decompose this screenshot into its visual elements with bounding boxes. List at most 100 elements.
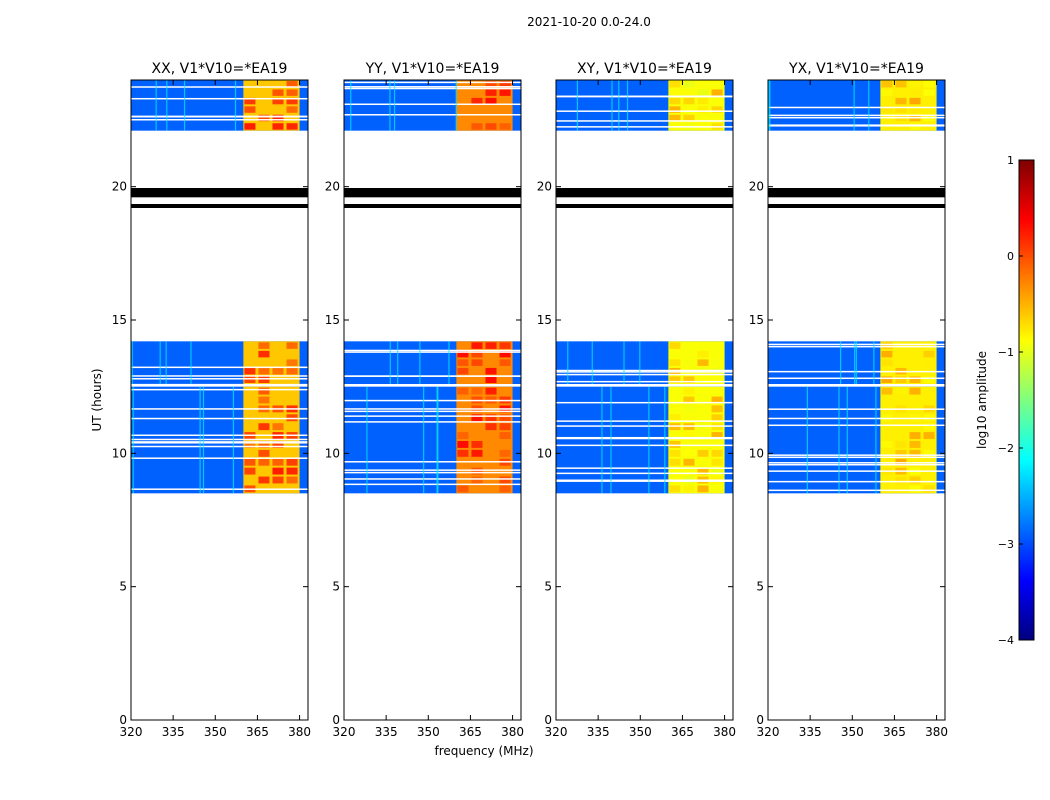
band-cell — [258, 396, 270, 404]
band-cell — [485, 367, 497, 375]
colorbar-ticks: 1 0 −1 −2 −3 −4 — [998, 154, 1023, 647]
rfi-stripe — [591, 341, 593, 384]
band-cell — [499, 359, 511, 366]
band-cell — [881, 376, 893, 383]
band-cell — [244, 376, 256, 383]
band-cell — [258, 367, 270, 375]
band-cell — [683, 387, 695, 395]
band-cell — [499, 81, 511, 88]
band-cell — [923, 350, 935, 358]
flag-line — [344, 114, 521, 116]
flag-line — [131, 417, 308, 420]
bright-band — [456, 80, 513, 131]
colorbar-tick-label: −2 — [998, 442, 1014, 455]
rfi-stripe — [436, 386, 438, 494]
x-tick-label: 320 — [757, 725, 780, 739]
band-cell — [471, 387, 483, 395]
panel-xy: XY, V1*V10=*EA19 320 335 350 365 380 0 5 10 15 20 — [537, 61, 736, 739]
band-cell — [669, 106, 681, 113]
rfi-stripe — [190, 341, 192, 384]
band-cell — [485, 376, 497, 383]
x-tick-label: 320 — [120, 725, 143, 739]
rfi-stripe — [639, 341, 641, 384]
band-cell — [258, 423, 270, 431]
colorbar-tick-label: 1 — [1007, 154, 1014, 167]
rfi-stripe — [389, 80, 391, 131]
band-cell — [272, 467, 284, 475]
x-tick-label: 365 — [459, 725, 482, 739]
rfi-stripe — [166, 80, 168, 131]
band-cell — [923, 449, 935, 457]
band-cell — [711, 467, 723, 475]
band-cell — [286, 458, 298, 466]
band-cell — [485, 97, 497, 105]
rfi-stripe — [626, 80, 629, 131]
band-cell — [669, 359, 681, 366]
band-cell — [909, 449, 921, 457]
band-cell — [669, 89, 681, 96]
band-cell — [286, 97, 298, 105]
band-cell — [258, 350, 270, 358]
colorbar-gradient — [1018, 159, 1035, 641]
y-tick-label: 5 — [756, 580, 764, 594]
flag-line — [556, 436, 733, 439]
panel-frame — [130, 79, 309, 721]
band-cell — [258, 376, 270, 383]
band-cell — [669, 342, 681, 349]
band-cell — [697, 449, 709, 457]
band-cell — [471, 449, 483, 457]
rfi-stripe — [868, 80, 870, 131]
flag-line — [768, 114, 945, 117]
band-cell — [244, 367, 256, 375]
y-tick-label: 10 — [325, 446, 340, 460]
flag-line — [768, 463, 945, 466]
rfi-stripe — [601, 386, 603, 494]
band-cell — [272, 114, 284, 122]
band-cell — [909, 89, 921, 96]
flag-line — [131, 438, 308, 441]
flag-line — [556, 420, 733, 422]
y-tick-label: 0 — [119, 713, 127, 727]
band-cell — [272, 423, 284, 431]
band-cell — [286, 89, 298, 96]
band-cell — [286, 359, 298, 366]
band-cell — [895, 441, 907, 448]
band-cell — [669, 97, 681, 105]
panel-yy: YY, V1*V10=*EA19 320 335 350 365 380 0 5 10 15 20 — [325, 61, 524, 739]
band-cell — [697, 106, 709, 113]
y-tick-label: 15 — [112, 313, 127, 327]
band-cell — [499, 449, 511, 457]
flag-line — [556, 425, 733, 427]
y-tick-label: 0 — [544, 713, 552, 727]
rfi-stripe — [437, 386, 439, 494]
flag-line — [344, 421, 521, 423]
rfi-stripe — [419, 341, 421, 384]
rfi-stripe — [623, 341, 625, 384]
flagged-band — [768, 188, 945, 198]
flag-line — [556, 110, 733, 112]
band-cell — [881, 387, 893, 395]
band-cell — [499, 414, 511, 422]
panel-xx: XX, V1*V10=*EA19 320 335 350 365 380 0 5 10 15 20 — [112, 61, 311, 739]
flagged-band — [556, 188, 733, 198]
bright-band — [456, 386, 513, 494]
band-cell — [669, 414, 681, 422]
band-cell — [909, 441, 921, 448]
band-cell — [711, 359, 723, 366]
flag-line — [344, 375, 521, 377]
flag-line — [556, 380, 733, 383]
rfi-stripe — [648, 386, 650, 494]
y-tick-label: 5 — [544, 580, 552, 594]
band-cell — [909, 432, 921, 439]
band-cell — [669, 441, 681, 448]
rfi-stripe — [389, 341, 391, 384]
band-cell — [485, 81, 497, 88]
band-cell — [471, 441, 483, 448]
band-cell — [471, 123, 483, 130]
band-cell — [457, 485, 469, 493]
x-tick-label: 350 — [204, 725, 227, 739]
band-cell — [881, 81, 893, 88]
band-cell — [669, 81, 681, 88]
